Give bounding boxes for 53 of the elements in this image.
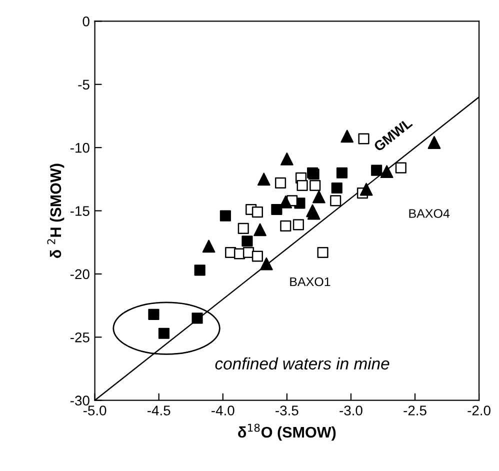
x-axis-title: δ$^{18}$O (SMOW) [238,424,336,441]
point [252,250,264,262]
point [280,152,294,166]
point [292,219,304,230]
annotation: BAXO4 [409,209,450,218]
point [254,223,266,236]
y-tick-label: -10 [70,142,90,153]
point [380,165,394,178]
y-tick-label: -20 [70,269,90,280]
point [192,312,203,324]
point [336,167,348,178]
point [358,133,370,144]
y-tick-label: -25 [70,332,90,342]
point [360,182,373,196]
point [238,222,249,234]
y-tick-label: -30 [70,396,90,406]
x-tick-label: -5.0 [83,406,106,416]
point [340,130,354,143]
y-tick-label: -15 [70,206,90,216]
x-tick-label: -2.5 [404,406,426,416]
point [371,164,382,176]
x-tick-label: -3.0 [340,406,362,416]
point [148,308,160,320]
point [257,172,270,186]
annotation: BAXO1 [290,277,330,286]
point [158,328,170,339]
point [307,206,320,220]
point [296,180,308,192]
point [395,162,406,174]
x-tick-label: -3.5 [276,406,298,416]
point [202,240,216,253]
annotation: confined waters in mine [215,357,390,370]
x-tick-label: -4.5 [148,406,170,416]
y-tick-label: -5 [78,80,90,90]
point [194,264,206,276]
y-axis-title: δ $^{2}$H (SMOW) [47,164,64,258]
x-tick-label: -4.0 [212,406,234,416]
point [331,182,342,194]
point [242,236,253,247]
point [252,206,264,218]
point [279,195,292,208]
point [260,257,273,270]
point [310,180,321,192]
point [312,190,326,204]
x-tick-label: -2.0 [468,406,490,416]
point [317,246,328,258]
point [274,177,286,189]
y-tick-label: 0 [82,16,90,26]
point [330,195,342,206]
point [271,204,282,216]
point [428,136,441,149]
point [220,210,231,222]
point [280,220,292,232]
